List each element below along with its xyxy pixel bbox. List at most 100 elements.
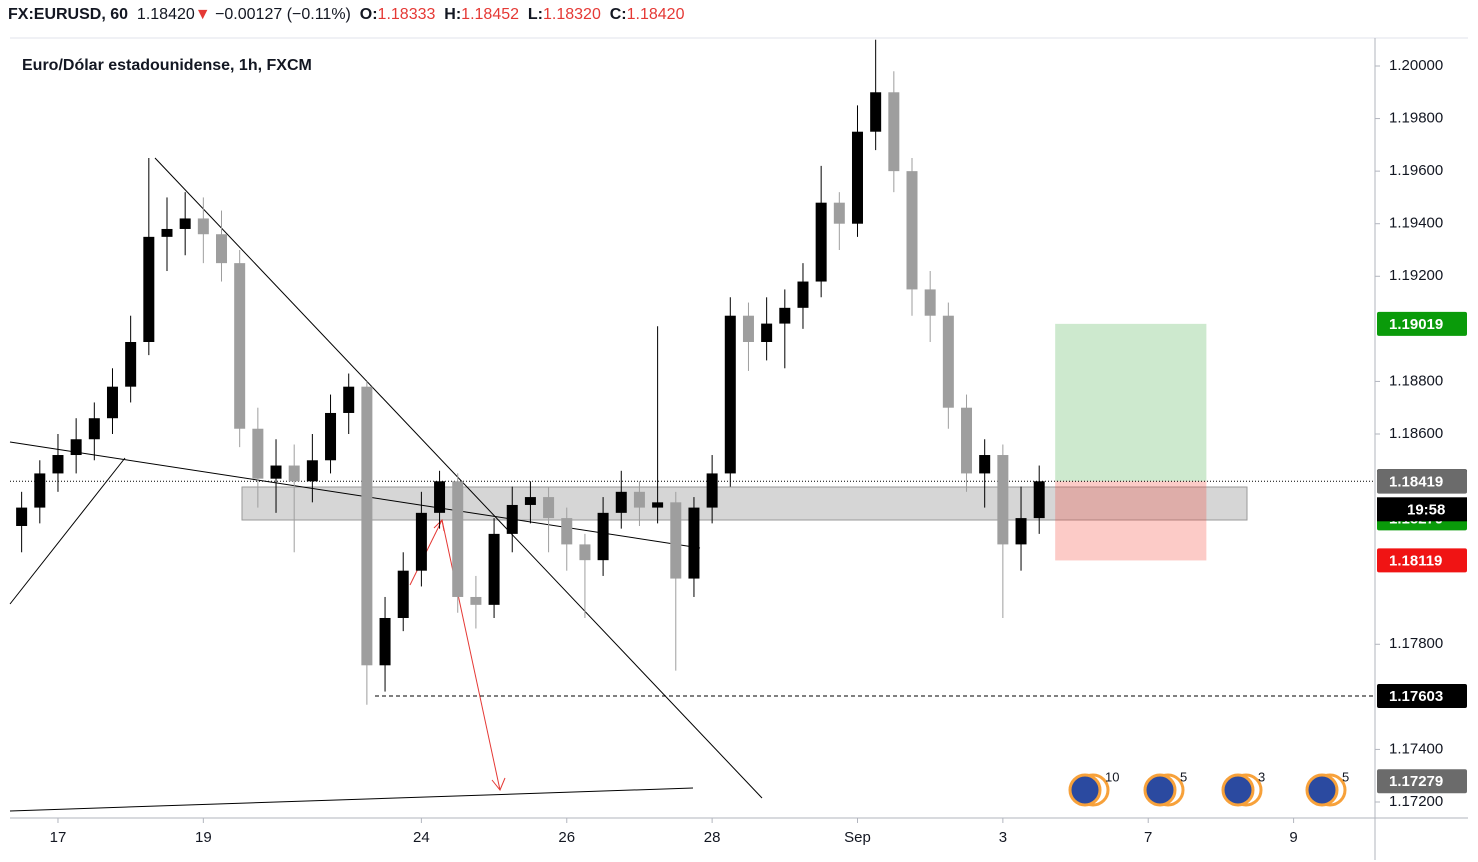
candle-body <box>906 171 918 290</box>
candle-body <box>888 92 900 172</box>
candle-body <box>997 455 1009 545</box>
event-count: 10 <box>1105 769 1119 784</box>
x-tick-label: 9 <box>1289 829 1297 846</box>
candle-body <box>161 228 173 237</box>
candle-body <box>488 533 500 605</box>
event-count: 3 <box>1258 769 1265 784</box>
candle-body <box>343 386 355 413</box>
close: 1.18420 <box>626 6 685 23</box>
y-tick-label: 1.18600 <box>1389 425 1443 442</box>
candle-body <box>706 473 718 508</box>
drawings <box>9 157 763 812</box>
y-tick-label: 1.19200 <box>1389 267 1443 284</box>
candle-body <box>815 202 827 282</box>
candle-body <box>652 502 664 508</box>
candle-body <box>579 544 591 561</box>
candle-body <box>397 570 409 618</box>
y-tick-label: 1.19800 <box>1389 110 1443 127</box>
y-tick-label: 1.20000 <box>1389 57 1443 74</box>
candle-body <box>52 455 64 474</box>
candle-body <box>470 596 482 605</box>
last: 1.18420 <box>136 6 195 23</box>
candle-body <box>961 407 973 474</box>
trendline <box>154 157 763 799</box>
candle-body <box>543 497 555 519</box>
x-tick-label: 28 <box>704 829 721 846</box>
candle-body <box>288 465 300 482</box>
x-tick-label: 19 <box>195 829 212 846</box>
candle-body <box>70 439 82 456</box>
event-icon <box>1221 773 1255 807</box>
x-tick-label: Sep <box>844 829 871 846</box>
x-tick-label: 24 <box>413 829 430 846</box>
price-label: 1.19019 <box>1389 316 1443 333</box>
target-zone <box>1055 323 1207 482</box>
c-label: C: <box>609 6 627 23</box>
change: −0.00127 (−0.11%) <box>215 6 351 23</box>
candle-body <box>125 341 137 387</box>
countdown-box <box>1377 497 1467 522</box>
y-tick-label: 1.19600 <box>1389 162 1443 179</box>
candle-body <box>561 518 573 545</box>
trendline <box>9 787 694 812</box>
x-tick-label: 3 <box>999 829 1007 846</box>
price-label: 1.17603 <box>1389 688 1443 705</box>
y-tick-label: 1.17400 <box>1389 740 1443 757</box>
stop-zone <box>1055 481 1207 561</box>
event-icon <box>1068 773 1102 807</box>
high: 1.18452 <box>461 6 520 23</box>
countdown: 19:58 <box>1407 501 1445 518</box>
l-label: L: <box>527 6 544 23</box>
y-tick-label: 1.19400 <box>1389 215 1443 232</box>
price-label: 1.18419 <box>1389 474 1443 491</box>
arrow <box>441 519 501 791</box>
price-label-box <box>1377 684 1467 709</box>
plot <box>10 39 1375 705</box>
price-label-box <box>1377 769 1467 794</box>
price-label: 1.17279 <box>1389 773 1443 790</box>
chart-title: Euro/Dólar estadounidense, 1h, FXCM <box>22 57 312 74</box>
price-label-box <box>1377 469 1467 494</box>
candle-body <box>761 323 773 342</box>
candle-body <box>106 386 118 419</box>
candle-body <box>1033 481 1045 519</box>
price-label: 1.18119 <box>1389 552 1442 569</box>
h-label: H: <box>444 6 462 23</box>
y-tick-label: 1.18800 <box>1389 372 1443 389</box>
candle-body <box>688 507 700 579</box>
candle-body <box>306 460 318 482</box>
y-tick-label: 1.17800 <box>1389 635 1443 652</box>
candle-body <box>143 236 155 342</box>
low: 1.18320 <box>543 6 601 23</box>
candle-body <box>34 473 46 508</box>
candle-body <box>833 202 845 224</box>
candle-body <box>870 92 882 132</box>
candle-body <box>234 263 246 429</box>
candle-body <box>270 465 282 479</box>
candle-body <box>742 315 754 342</box>
x-tick-label: 7 <box>1144 829 1152 846</box>
event-count: 5 <box>1180 769 1187 784</box>
arrow: ▼ <box>194 6 211 23</box>
candle-body <box>216 234 228 264</box>
candle-body <box>434 481 446 513</box>
symbol: FX:EURUSD, 60 <box>8 6 129 23</box>
header: FX:EURUSD, 60 1.18420▼ −0.00127 (−0.11%)… <box>8 6 684 24</box>
trendline <box>9 457 126 605</box>
y-tick-label: 1.17200 <box>1389 793 1443 810</box>
price-label-box <box>1377 548 1467 573</box>
candle-body <box>597 512 609 561</box>
trendline <box>9 441 701 549</box>
event-icon <box>1143 773 1177 807</box>
candle-body <box>16 507 28 526</box>
event-count: 5 <box>1342 769 1349 784</box>
candle-body <box>252 428 264 479</box>
candle-body <box>797 281 809 308</box>
candle-body <box>942 315 954 408</box>
x-tick-label: 26 <box>558 829 575 846</box>
candle-body <box>506 504 518 534</box>
price-label-box <box>1377 311 1467 336</box>
candle-body <box>415 512 427 571</box>
